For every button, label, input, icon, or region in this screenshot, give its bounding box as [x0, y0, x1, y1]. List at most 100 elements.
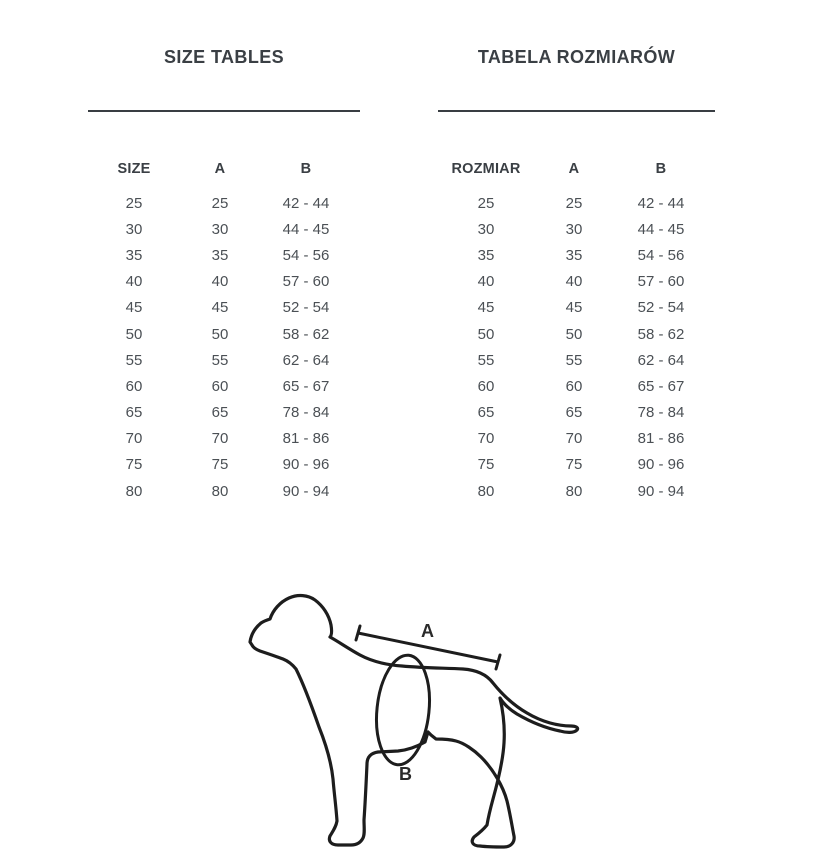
table-cell: 30 [125, 220, 143, 238]
table-cell: 50 [211, 325, 229, 343]
table-cell: 40 [477, 273, 495, 291]
table-cell: 65 [125, 404, 143, 422]
table-cell: 50 [125, 325, 143, 343]
table-cell: 55 [125, 351, 143, 369]
table-cell: 65 [211, 404, 229, 422]
table-cell: 57 - 60 [282, 273, 330, 291]
table-row: 30 30 44 - 45 [88, 216, 352, 242]
table-cell: 78 - 84 [282, 404, 330, 422]
table-cell: 35 [125, 246, 143, 264]
girth-measure-ellipse [375, 653, 431, 767]
table-cell: 54 - 56 [282, 246, 330, 264]
table-row: 50 50 58 - 62 [438, 321, 708, 347]
table-cell: 62 - 64 [637, 351, 685, 369]
table-cell: 60 [125, 377, 143, 395]
measure-label-a: A [421, 621, 434, 641]
column-header-a: A [214, 161, 226, 177]
table-cell: 81 - 86 [282, 430, 330, 448]
table-cell: 81 - 86 [637, 430, 685, 448]
table-header-row-en: SIZE A B [88, 160, 352, 178]
table-cell: 25 [211, 194, 229, 212]
dog-measurement-diagram: A B [248, 593, 580, 849]
table-cell: 70 [211, 430, 229, 448]
table-cell: 35 [211, 246, 229, 264]
table-cell: 75 [211, 456, 229, 474]
table-row: 25 25 42 - 44 [88, 190, 352, 216]
table-row: 45 45 52 - 54 [88, 295, 352, 321]
table-cell: 55 [211, 351, 229, 369]
table-row: 25 25 42 - 44 [438, 190, 708, 216]
table-cell: 45 [211, 299, 229, 317]
table-cell: 54 - 56 [637, 246, 685, 264]
table-cell: 70 [125, 430, 143, 448]
table-cell: 45 [125, 299, 143, 317]
page-title-en: SIZE TABLES [163, 47, 285, 67]
table-cell: 52 - 54 [282, 299, 330, 317]
table-cell: 44 - 45 [637, 220, 685, 238]
table-cell: 70 [477, 430, 495, 448]
table-cell: 52 - 54 [637, 299, 685, 317]
table-cell: 90 - 96 [637, 456, 685, 474]
table-cell: 30 [565, 220, 583, 238]
table-cell: 40 [565, 273, 583, 291]
column-header-b: B [300, 161, 312, 177]
table-cell: 65 - 67 [282, 377, 330, 395]
table-row: 60 60 65 - 67 [88, 373, 352, 399]
table-cell: 55 [565, 351, 583, 369]
table-row: 75 75 90 - 96 [438, 452, 708, 478]
column-header-b: B [655, 161, 667, 177]
table-cell: 55 [477, 351, 495, 369]
table-row: 75 75 90 - 96 [88, 452, 352, 478]
table-cell: 50 [477, 325, 495, 343]
column-header-rozmiar: ROZMIAR [451, 161, 521, 177]
table-cell: 90 - 94 [637, 482, 685, 500]
table-row: 40 40 57 - 60 [88, 269, 352, 295]
table-cell: 35 [565, 246, 583, 264]
table-cell: 57 - 60 [637, 273, 685, 291]
table-cell: 42 - 44 [282, 194, 330, 212]
table-cell: 65 [565, 404, 583, 422]
table-cell: 65 [477, 404, 495, 422]
table-row: 55 55 62 - 64 [88, 347, 352, 373]
table-row: 70 70 81 - 86 [88, 426, 352, 452]
table-row: 55 55 62 - 64 [438, 347, 708, 373]
divider-line-pl [438, 110, 715, 112]
table-cell: 60 [565, 377, 583, 395]
table-cell: 70 [565, 430, 583, 448]
divider-line-en [88, 110, 360, 112]
table-cell: 44 - 45 [282, 220, 330, 238]
table-cell: 90 - 94 [282, 482, 330, 500]
table-cell: 62 - 64 [282, 351, 330, 369]
table-row: 70 70 81 - 86 [438, 426, 708, 452]
table-cell: 60 [211, 377, 229, 395]
measure-label-b: B [399, 764, 412, 784]
table-cell: 60 [477, 377, 495, 395]
table-cell: 40 [211, 273, 229, 291]
table-cell: 35 [477, 246, 495, 264]
table-row: 30 30 44 - 45 [438, 216, 708, 242]
table-row: 65 65 78 - 84 [88, 400, 352, 426]
table-cell: 40 [125, 273, 143, 291]
table-body-en: 25 25 42 - 44 30 30 44 - 45 35 35 54 - 56 40 40 57 … [88, 190, 352, 504]
table-row: 50 50 58 - 62 [88, 321, 352, 347]
table-cell: 75 [477, 456, 495, 474]
table-cell: 25 [477, 194, 495, 212]
table-cell: 30 [477, 220, 495, 238]
table-cell: 65 - 67 [637, 377, 685, 395]
table-cell: 30 [211, 220, 229, 238]
table-row: 60 60 65 - 67 [438, 373, 708, 399]
table-cell: 80 [477, 482, 495, 500]
table-cell: 75 [125, 456, 143, 474]
table-row: 65 65 78 - 84 [438, 400, 708, 426]
table-cell: 80 [211, 482, 229, 500]
table-cell: 80 [565, 482, 583, 500]
table-row: 35 35 54 - 56 [438, 242, 708, 268]
table-cell: 42 - 44 [637, 194, 685, 212]
table-row: 40 40 57 - 60 [438, 269, 708, 295]
table-cell: 50 [565, 325, 583, 343]
table-cell: 80 [125, 482, 143, 500]
table-row: 80 80 90 - 94 [88, 478, 352, 504]
table-cell: 78 - 84 [637, 404, 685, 422]
page-title-pl: TABELA ROZMIARÓW [477, 47, 676, 67]
